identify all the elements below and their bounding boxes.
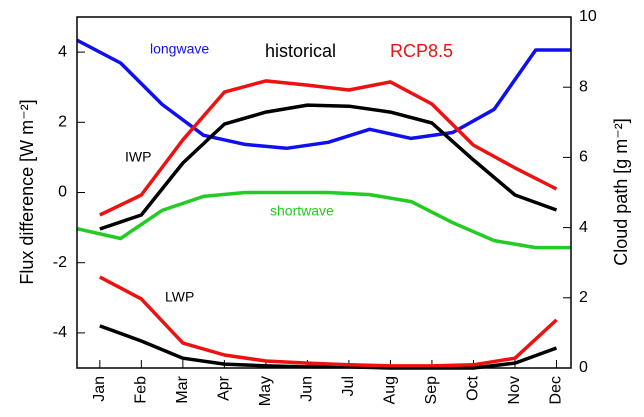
x-tick-label: Jun xyxy=(299,376,316,402)
plot-frame xyxy=(76,16,572,369)
x-tick-label: Jul xyxy=(340,376,357,396)
line xyxy=(76,190,571,250)
line xyxy=(98,275,558,368)
line xyxy=(99,103,558,231)
line xyxy=(99,324,558,370)
series-label: RCP8.5 xyxy=(390,41,453,61)
y2-tick-label: 8 xyxy=(579,78,588,95)
line xyxy=(76,38,571,151)
y2-tick-label: 2 xyxy=(579,289,588,306)
y-tick-label: 2 xyxy=(58,114,67,131)
y-axis-label: Flux difference [W m⁻²] xyxy=(17,99,37,284)
x-tick-label: Nov xyxy=(506,376,523,404)
y-tick-label: 0 xyxy=(58,184,67,201)
x-tick-label: Feb xyxy=(133,376,150,404)
series-label: longwave xyxy=(150,41,209,57)
y-tick-label: -2 xyxy=(53,254,67,271)
x-tick-label: Aug xyxy=(382,376,399,404)
x-tick-label: Oct xyxy=(465,375,482,400)
y-tick-label: 4 xyxy=(58,43,67,60)
x-tick-label: Jan xyxy=(91,376,108,402)
y2-axis-label: Cloud path [g m⁻²] xyxy=(611,118,631,266)
x-tick-label: Dec xyxy=(548,376,565,404)
annotation: IWP xyxy=(125,149,151,165)
series-label: shortwave xyxy=(270,203,334,219)
y2-tick-label: 10 xyxy=(579,8,597,25)
line xyxy=(99,79,558,217)
y-tick-label: -4 xyxy=(53,324,67,341)
x-tick-label: Sep xyxy=(423,376,440,405)
y2-tick-label: 4 xyxy=(579,219,588,236)
x-tick-label: May xyxy=(257,376,274,406)
x-tick-label: Mar xyxy=(174,375,191,403)
y2-tick-label: 6 xyxy=(579,149,588,166)
annotation: LWP xyxy=(165,289,194,305)
y2-tick-label: 0 xyxy=(579,359,588,376)
x-tick-label: Apr xyxy=(216,375,233,401)
series-label: historical xyxy=(265,41,336,61)
